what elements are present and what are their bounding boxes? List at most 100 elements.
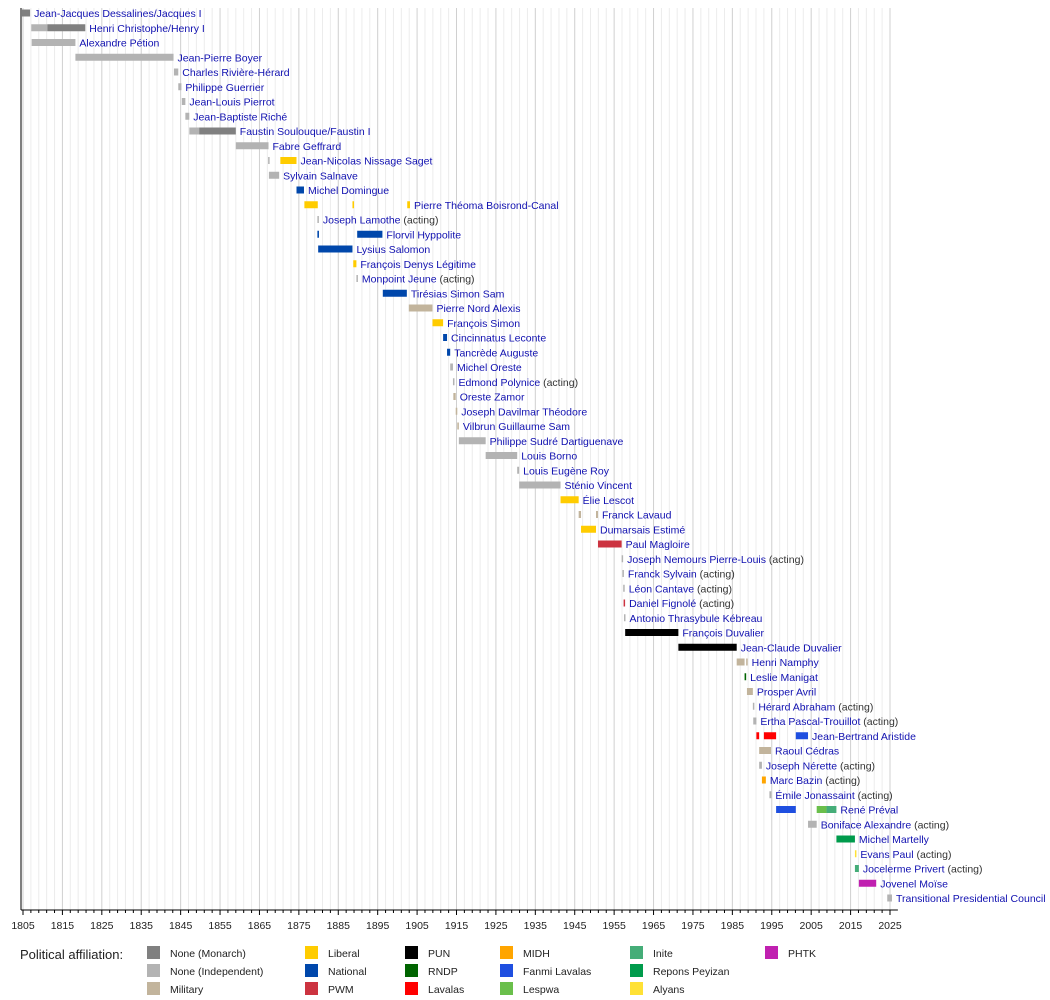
president-name[interactable]: Raoul Cédras (775, 746, 839, 758)
president-name[interactable]: René Préval (840, 805, 898, 817)
term-bar (485, 452, 518, 459)
president-name[interactable]: Sténio Vincent (565, 480, 633, 492)
president-label: Prosper Avril (757, 687, 816, 699)
president-name[interactable]: Émile Jonassaint (775, 789, 854, 802)
president-name[interactable]: Ertha Pascal-Trouillot (760, 716, 860, 728)
president-name[interactable]: Cincinnatus Leconte (451, 333, 546, 345)
president-row: Michel Oreste (450, 362, 522, 374)
president-name[interactable]: Boniface Alexandre (821, 819, 912, 831)
president-label: Émile Jonassaint (acting) (775, 789, 892, 802)
term-bar (744, 673, 747, 681)
legend-label: None (Monarch) (170, 948, 246, 960)
acting-suffix: (acting) (822, 775, 860, 787)
term-bar (581, 525, 597, 533)
president-name[interactable]: Jean-Claude Duvalier (741, 642, 842, 654)
president-name[interactable]: Edmond Polynice (458, 377, 540, 389)
president-name[interactable]: Antonio Thrasybule Kébreau (629, 613, 762, 625)
president-name[interactable]: Joseph Nemours Pierre-Louis (627, 554, 766, 566)
president-label: Joseph Davilmar Théodore (461, 406, 587, 418)
legend-swatch (305, 946, 318, 959)
president-name[interactable]: Louis Eugène Roy (523, 465, 610, 477)
president-name[interactable]: Faustin Soulouque/Faustin I (240, 126, 371, 138)
president-name[interactable]: Joseph Nérette (766, 760, 837, 772)
president-name[interactable]: Jean-Jacques Dessalines/Jacques I (34, 8, 202, 20)
president-row: Edmond Polynice (acting) (452, 377, 578, 389)
president-name[interactable]: Alexandre Pétion (79, 38, 159, 50)
president-name[interactable]: Leslie Manigat (750, 672, 818, 684)
president-name[interactable]: Paul Magloire (626, 539, 690, 551)
president-name[interactable]: François Denys Légitime (360, 259, 476, 271)
president-name[interactable]: Fabre Geffrard (273, 141, 342, 153)
president-name[interactable]: Jean-Bertrand Aristide (812, 731, 916, 743)
president-row: Franck Sylvain (acting) (622, 569, 735, 581)
president-name[interactable]: Tirésias Simon Sam (411, 288, 505, 300)
president-name[interactable]: Sylvain Salnave (283, 170, 358, 182)
president-name[interactable]: Vilbrun Guillaume Sam (463, 421, 570, 433)
legend-item: Lespwa (500, 982, 559, 996)
president-name[interactable]: Michel Martelly (859, 834, 930, 846)
president-name[interactable]: Tancrède Auguste (454, 347, 538, 359)
president-name[interactable]: Jean-Pierre Boyer (178, 52, 263, 64)
president-name[interactable]: Franck Sylvain (628, 569, 697, 581)
legend-swatch (305, 982, 318, 995)
president-row: Cincinnatus Leconte (443, 333, 546, 345)
president-name[interactable]: Jean-Louis Pierrot (189, 97, 274, 109)
president-label: Leslie Manigat (750, 672, 818, 684)
term-bar (185, 112, 190, 120)
president-name[interactable]: Florvil Hyppolite (386, 229, 461, 241)
president-name[interactable]: Philippe Sudré Dartiguenave (490, 436, 624, 448)
president-name[interactable]: Oreste Zamor (460, 392, 525, 404)
president-name[interactable]: Louis Borno (521, 451, 577, 463)
president-name[interactable]: François Simon (447, 318, 520, 330)
term-bar (560, 496, 579, 504)
president-name[interactable]: Marc Bazin (770, 775, 823, 787)
legend-label: PWM (328, 984, 354, 996)
term-bar (854, 850, 857, 858)
president-label: Jean-Jacques Dessalines/Jacques I (34, 8, 202, 20)
president-name[interactable]: Michel Oreste (457, 362, 522, 374)
president-name[interactable]: Evans Paul (860, 849, 913, 861)
president-label: Fabre Geffrard (273, 141, 342, 153)
president-row: Fabre Geffrard (235, 141, 342, 153)
president-label: Jean-Pierre Boyer (178, 52, 263, 64)
president-name[interactable]: Jocelerme Privert (863, 864, 945, 876)
president-name[interactable]: Henri Christophe/Henry I (89, 23, 205, 35)
president-label: Jean-Louis Pierrot (189, 97, 274, 109)
president-name[interactable]: Hérard Abraham (758, 701, 835, 713)
president-row: Jean-Jacques Dessalines/Jacques I (21, 8, 202, 20)
president-label: Evans Paul (acting) (860, 849, 951, 861)
president-row: Dumarsais Estimé (581, 524, 685, 536)
president-name[interactable]: Pierre Nord Alexis (436, 303, 520, 315)
president-row: François Denys Légitime (353, 259, 476, 271)
legend-label: Alyans (653, 984, 685, 996)
president-name[interactable]: Joseph Davilmar Théodore (461, 406, 587, 418)
president-name[interactable]: Dumarsais Estimé (600, 524, 685, 536)
term-bar (458, 437, 486, 445)
president-name[interactable]: François Duvalier (682, 628, 764, 640)
president-name[interactable]: Léon Cantave (629, 583, 695, 595)
president-name[interactable]: Monpoint Jeune (362, 274, 437, 286)
president-name[interactable]: Lysius Salomon (356, 244, 430, 256)
term-bar (517, 466, 520, 474)
legend-label: PUN (428, 948, 450, 960)
president-name[interactable]: Jovenel Moïse (880, 878, 948, 890)
legend-label: Fanmi Lavalas (523, 966, 591, 978)
x-tick-label: 1865 (248, 920, 272, 932)
president-name[interactable]: Élie Lescot (583, 494, 634, 507)
president-name[interactable]: Transitional Presidential Council (896, 893, 1046, 905)
president-name[interactable]: Prosper Avril (757, 687, 816, 699)
president-name[interactable]: Henri Namphy (752, 657, 820, 669)
president-name[interactable]: Daniel Fignolé (629, 598, 696, 610)
president-label: Louis Borno (521, 451, 577, 463)
president-name[interactable]: Joseph Lamothe (323, 215, 401, 227)
term-bar (453, 393, 456, 400)
legend-item: Repons Peyizan (630, 964, 730, 978)
president-name[interactable]: Charles Rivière-Hérard (182, 67, 290, 79)
president-row: Vilbrun Guillaume Sam (457, 421, 570, 433)
president-name[interactable]: Franck Lavaud (602, 510, 672, 522)
president-name[interactable]: Pierre Théoma Boisrond-Canal (414, 200, 559, 212)
president-name[interactable]: Philippe Guerrier (185, 82, 264, 94)
president-name[interactable]: Michel Domingue (308, 185, 389, 197)
president-name[interactable]: Jean-Nicolas Nissage Saget (300, 156, 432, 168)
president-name[interactable]: Jean-Baptiste Riché (193, 111, 287, 123)
